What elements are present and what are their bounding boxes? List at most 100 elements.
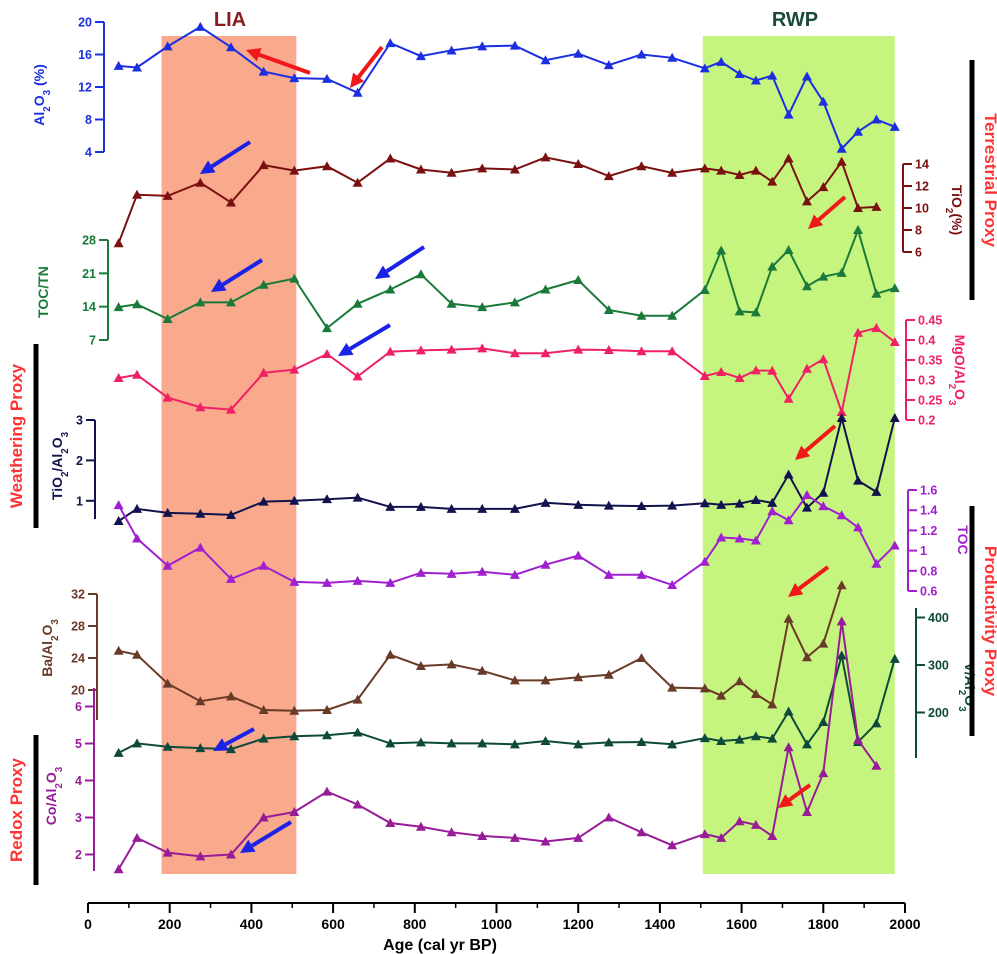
y-tick-label-mgo: 0.45 — [918, 314, 942, 328]
data-point-toc — [385, 577, 396, 587]
axes: 481216206810121471421280.20.250.30.350.4… — [71, 16, 949, 933]
data-point-ti_al — [225, 509, 236, 519]
data-point-al — [289, 73, 300, 83]
data-point-co — [750, 819, 761, 829]
data-point-v — [289, 731, 300, 741]
data-point-ti_al — [195, 508, 206, 518]
data-point-ti_al — [667, 500, 678, 510]
data-point-co — [385, 818, 396, 828]
x-axis-title: Age (cal yr BP) — [383, 937, 497, 954]
data-point-al — [195, 21, 206, 31]
data-point-co — [603, 812, 614, 822]
data-point-v — [767, 733, 778, 743]
data-point-toc — [801, 490, 812, 500]
data-point-ti_al — [258, 496, 269, 506]
data-point-toc — [132, 533, 143, 543]
data-point-mgo — [352, 371, 363, 381]
arrow-shaft — [224, 727, 255, 747]
data-point-ba — [818, 638, 829, 648]
y-axis-title-ti: TiO2(%) — [944, 185, 966, 235]
data-point-ti — [446, 167, 457, 177]
data-point-toc — [415, 567, 426, 577]
data-point-co — [818, 768, 829, 778]
data-point-toc — [321, 577, 332, 587]
data-point-toc — [889, 540, 900, 550]
data-point-ti — [818, 182, 829, 192]
data-point-v — [889, 653, 900, 663]
data-point-ti_al — [573, 499, 584, 509]
data-point-ba — [734, 676, 745, 686]
data-point-toc_tn — [853, 225, 864, 234]
data-point-toc_tn — [734, 306, 745, 316]
data-point-co — [734, 816, 745, 826]
y-tick-label-mgo: 0.25 — [918, 394, 942, 408]
data-point-ti_al — [132, 503, 143, 513]
data-point-toc — [477, 566, 488, 576]
arrow-shaft — [798, 565, 830, 591]
y-tick-label-mgo: 0.3 — [918, 374, 935, 388]
y-tick-label-al: 8 — [85, 113, 92, 127]
data-point-ti — [415, 164, 426, 174]
data-point-mgo — [636, 346, 647, 356]
y-tick-label-co: 6 — [75, 700, 82, 714]
labels: LIA RWP Al2O3 (%) TiO2(%) TOC/TN MgO/Al2O3 TiO… — [7, 9, 997, 954]
y-axis-title-toc: TOC — [955, 525, 971, 554]
y-axis-toc: 0.6 0.8 1 1.2 1.4 1.6 — [907, 484, 937, 599]
x-tick-label: 1800 — [808, 916, 839, 932]
data-point-toc — [113, 500, 124, 510]
proxy-label-redox-proxy: Redox Proxy — [7, 757, 26, 861]
data-point-ti_al — [321, 494, 332, 504]
y-axis-ti_al: 1 2 3 — [76, 414, 96, 519]
data-point-ba — [321, 705, 332, 714]
data-point-toc — [734, 533, 745, 543]
proxy-bar-2 — [969, 506, 975, 736]
data-point-al — [889, 121, 900, 131]
arrow-shaft — [804, 424, 837, 453]
data-point-ti — [113, 238, 124, 248]
proxy-label-terrestrial-proxy: Terrestrial Proxy — [981, 113, 997, 247]
data-point-v — [509, 739, 520, 749]
arrow-head — [213, 738, 229, 751]
data-point-toc_tn — [509, 297, 520, 307]
data-point-ti — [767, 176, 778, 186]
data-point-ti_al — [509, 503, 520, 513]
data-point-v — [871, 718, 882, 728]
arrow-shaft — [210, 140, 252, 169]
data-point-ti_al — [636, 501, 647, 511]
data-point-ba — [162, 678, 173, 688]
data-point-al — [734, 69, 745, 78]
data-point-mgo — [509, 348, 520, 358]
data-point-ba — [801, 652, 812, 662]
y-tick-label-al: 16 — [78, 48, 92, 62]
arrow-head — [350, 72, 365, 88]
data-point-v — [258, 733, 269, 743]
arrow-head — [808, 214, 824, 229]
y-tick-label-al: 12 — [78, 81, 92, 95]
data-point-al — [767, 70, 778, 80]
data-point-mgo — [801, 363, 812, 373]
arrow-head — [200, 160, 216, 174]
data-point-toc — [818, 501, 829, 511]
data-point-al — [132, 62, 143, 72]
y-tick-label-toc: 1 — [920, 544, 927, 558]
y-tick-label-mgo: 0.4 — [918, 334, 935, 348]
red-arrow — [795, 424, 837, 460]
data-point-mgo — [783, 393, 794, 403]
data-point-toc — [573, 550, 584, 560]
data-point-toc — [540, 559, 551, 569]
data-point-toc_tn — [667, 310, 678, 320]
data-point-toc_tn — [477, 302, 488, 312]
data-point-al — [509, 40, 520, 50]
data-point-al — [636, 49, 647, 59]
y-tick-label-al: 4 — [85, 146, 92, 160]
data-point-v — [113, 747, 124, 757]
data-point-co — [540, 836, 551, 846]
data-point-v — [734, 734, 745, 744]
y-tick-label-mgo: 0.2 — [918, 414, 935, 428]
data-point-mgo — [540, 348, 551, 358]
data-point-co — [853, 734, 864, 744]
period-band-lia — [161, 36, 297, 874]
data-point-ba — [716, 690, 727, 700]
data-point-mgo — [818, 354, 829, 364]
arrow-shaft — [788, 783, 812, 802]
